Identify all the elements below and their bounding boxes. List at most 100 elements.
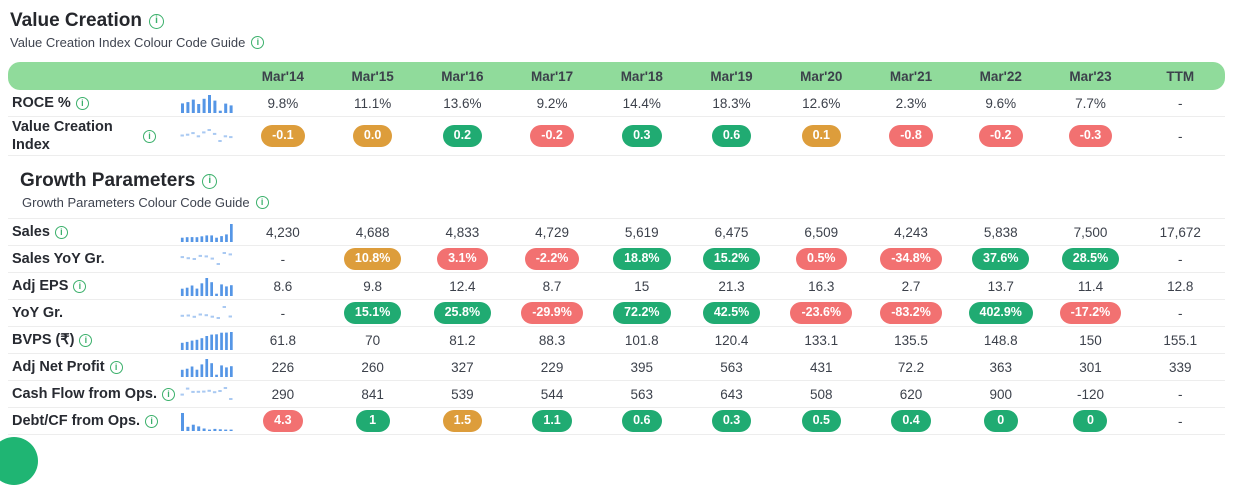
value-cell: 18.8% bbox=[597, 248, 687, 271]
value-cell: - bbox=[1177, 305, 1183, 321]
value-pill: -0.3 bbox=[1068, 125, 1113, 147]
info-icon[interactable] bbox=[54, 225, 68, 239]
value-cell: 15.1% bbox=[328, 302, 418, 325]
table-row: Cash Flow from Ops. 290 841 539 544 563 643 508… bbox=[8, 381, 1225, 409]
value-pill: 1.1 bbox=[532, 410, 572, 433]
value-cell: 13.6% bbox=[443, 95, 482, 111]
value-cell: - bbox=[280, 305, 286, 321]
value-cell: 0.5% bbox=[776, 248, 866, 271]
value-pill: -29.9% bbox=[521, 302, 583, 325]
row-label: Adj EPS bbox=[12, 278, 69, 295]
value-cell: 9.8% bbox=[267, 95, 299, 111]
value-cell: -17.2% bbox=[1046, 302, 1136, 325]
row-label-cell: Debt/CF from Ops. bbox=[8, 412, 180, 430]
value-cell: - bbox=[280, 251, 286, 267]
column-header: Mar'16 bbox=[441, 68, 484, 84]
value-pill: 0 bbox=[983, 410, 1018, 433]
value-pill: 0.4 bbox=[891, 410, 931, 433]
value-pill: 0 bbox=[1073, 410, 1108, 433]
growth-parameters-table: Sales 4,230 4,688 4,833 4,729 5,619 6,475 6,509… bbox=[8, 218, 1225, 436]
value-cell: - bbox=[1177, 251, 1183, 267]
row-label: Debt/CF from Ops. bbox=[12, 413, 141, 430]
info-icon[interactable] bbox=[79, 333, 93, 347]
info-icon[interactable] bbox=[145, 414, 159, 428]
sparkline-chart bbox=[180, 306, 232, 320]
table-row: Debt/CF from Ops. 4.3 1 1.5 1.1 0.6 0.3 0.5 0.4 0… bbox=[8, 408, 1225, 436]
sparkline-chart bbox=[180, 224, 233, 243]
value-pill: 18.8% bbox=[613, 248, 671, 271]
info-icon[interactable] bbox=[255, 196, 269, 210]
value-pill: 37.6% bbox=[972, 248, 1030, 271]
column-header: Mar'23 bbox=[1069, 68, 1112, 84]
value-cell: 150 bbox=[1079, 332, 1102, 348]
value-pill: 0.5 bbox=[801, 410, 841, 433]
value-cell: 61.8 bbox=[269, 332, 296, 348]
value-cell: 363 bbox=[989, 359, 1012, 375]
value-pill: 4.3 bbox=[263, 410, 303, 433]
value-cell: 6,475 bbox=[714, 224, 749, 240]
sparkline-chart bbox=[180, 332, 233, 351]
chat-fab-button[interactable] bbox=[0, 437, 38, 485]
info-icon[interactable] bbox=[202, 173, 218, 189]
value-cell: 12.8 bbox=[1167, 278, 1194, 294]
value-cell: 3.1% bbox=[417, 248, 507, 271]
value-cell: -0.2 bbox=[507, 125, 597, 147]
value-pill: 0.6 bbox=[622, 410, 662, 433]
sparkline-cell bbox=[180, 93, 238, 113]
value-cell: 12.4 bbox=[449, 278, 476, 294]
row-label: Sales bbox=[12, 224, 50, 241]
value-cell: 42.5% bbox=[687, 302, 777, 325]
value-cell: 4,833 bbox=[445, 224, 480, 240]
table-row: Value Creation Index-0.10.00.2-0.20.30.6… bbox=[8, 117, 1225, 157]
value-cell: 0 bbox=[1046, 410, 1136, 433]
value-pill: 15.1% bbox=[343, 302, 402, 325]
value-cell: 4,230 bbox=[265, 224, 300, 240]
value-creation-colour-guide: Value Creation Index Colour Code Guide bbox=[10, 35, 1225, 50]
value-cell: 17,672 bbox=[1159, 224, 1201, 240]
value-cell: 563 bbox=[630, 386, 654, 402]
row-label-cell: Cash Flow from Ops. bbox=[8, 385, 180, 403]
value-cell: 18.3% bbox=[712, 95, 751, 111]
info-icon[interactable] bbox=[149, 13, 164, 29]
value-cell: 395 bbox=[630, 359, 654, 375]
value-cell: 900 bbox=[989, 386, 1012, 402]
value-cell: 8.6 bbox=[273, 278, 293, 294]
value-cell: 135.5 bbox=[894, 332, 928, 348]
value-cell: -120 bbox=[1076, 386, 1104, 402]
value-pill: 402.9% bbox=[968, 302, 1033, 325]
value-cell: 229 bbox=[540, 359, 564, 375]
value-cell: - bbox=[1177, 95, 1183, 111]
value-pill: -2.2% bbox=[524, 248, 580, 271]
info-icon[interactable] bbox=[109, 360, 123, 374]
sparkline-chart bbox=[180, 278, 233, 297]
value-pill: 25.8% bbox=[433, 302, 492, 325]
value-cell: 431 bbox=[810, 359, 833, 375]
value-cell: 6,509 bbox=[804, 224, 839, 240]
sparkline-cell bbox=[180, 222, 238, 243]
value-pill: -34.8% bbox=[880, 248, 942, 271]
value-cell: 101.8 bbox=[624, 332, 659, 348]
section-title-text: Value Creation bbox=[10, 10, 142, 31]
value-pill: 0.0 bbox=[352, 125, 393, 147]
sparkline-cell bbox=[180, 330, 238, 351]
value-pill: 0.1 bbox=[801, 125, 841, 147]
value-cell: 5,619 bbox=[624, 224, 659, 240]
value-cell: 4,729 bbox=[535, 224, 569, 240]
info-icon[interactable] bbox=[143, 129, 156, 143]
value-cell: 620 bbox=[899, 386, 923, 402]
value-cell: 7.7% bbox=[1075, 95, 1106, 111]
value-pill: -83.2% bbox=[880, 302, 942, 325]
value-cell: 133.1 bbox=[804, 332, 839, 348]
row-label: Adj Net Profit bbox=[12, 359, 105, 376]
info-icon[interactable] bbox=[73, 279, 87, 293]
row-label-cell: Sales bbox=[8, 223, 180, 241]
value-cell: 841 bbox=[361, 386, 384, 402]
info-icon[interactable] bbox=[251, 36, 265, 49]
value-cell: 25.8% bbox=[417, 302, 507, 325]
info-icon[interactable] bbox=[75, 96, 89, 110]
sparkline-cell bbox=[180, 411, 238, 432]
value-cell: -29.9% bbox=[507, 302, 597, 325]
info-icon[interactable] bbox=[162, 387, 176, 401]
value-pill: -23.6% bbox=[790, 302, 853, 325]
value-cell: 148.8 bbox=[983, 332, 1018, 348]
